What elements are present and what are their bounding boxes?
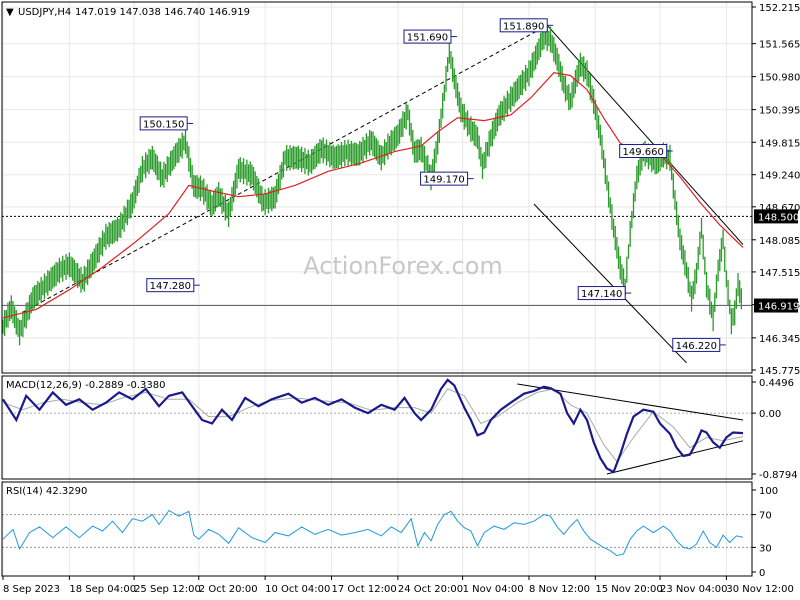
annotation-label: 151.690	[407, 33, 448, 44]
price-trendline	[533, 203, 687, 364]
y-tick-label: 0.4496	[759, 378, 794, 389]
macd-y-axis: 0.4496 0.00 -0.8794	[752, 378, 798, 481]
y-tick-label: 0	[759, 568, 765, 579]
annotation-label: 147.280	[150, 281, 191, 292]
price-annotation: 149.170	[420, 171, 474, 186]
annotation-label: 149.170	[423, 175, 464, 186]
price-annotation: 149.660	[619, 144, 673, 159]
y-tick-label: 149.815	[759, 138, 800, 149]
price-frame	[1, 1, 753, 374]
macd-title: MACD(12,26,9) -0.2889 -0.3380	[6, 380, 166, 391]
x-tick-label: 24 Oct 20:00	[398, 584, 463, 595]
price-series	[2, 23, 744, 346]
x-tick-label: 15 Nov 20:00	[595, 584, 662, 595]
x-tick-label: 30 Nov 12:00	[726, 584, 793, 595]
x-tick-label: 18 Sep 04:00	[69, 584, 136, 595]
price-trendline	[22, 24, 548, 313]
y-tick-label: 151.565	[759, 40, 800, 51]
price-annotations: 150.150 147.280 151.690 149.170 151.890 147.1…	[139, 18, 726, 352]
x-tick-label: 1 Nov 04:00	[463, 584, 524, 595]
annotation-box	[499, 18, 548, 33]
x-tick-label: 8 Sep 2023	[3, 584, 60, 595]
y-tick-label: 149.240	[759, 171, 800, 182]
y-tick-label: 100	[759, 486, 778, 497]
y-tick-label: 70	[759, 511, 772, 522]
y-tick-label: 148.670	[759, 203, 800, 214]
price-annotation: 151.890	[499, 18, 554, 33]
rsi-y-axis: 100 70 30 0	[752, 486, 778, 579]
macd-panel: MACD(12,26,9) -0.2889 -0.3380 0.4496 0.00…	[1, 375, 798, 481]
price-annotation: 147.280	[146, 278, 200, 293]
current-price-tag	[754, 298, 798, 313]
y-tick-label: 150.395	[759, 106, 800, 117]
macd-frame	[1, 375, 753, 480]
ohlc-label: 147.019 147.038 146.740 146.919	[75, 7, 250, 18]
watermark: ActionForex.com	[303, 252, 503, 280]
price-panel: ActionForex.com 150.150 147.280 151.690 149…	[1, 1, 800, 576]
y-tick-label: 30	[759, 543, 772, 554]
y-tick-label: 146.345	[759, 334, 800, 345]
chart-header: ▼ USDJPY,H4 147.019 147.038 146.740 146.…	[6, 7, 250, 18]
x-tick-label: 17 Oct 12:00	[332, 584, 397, 595]
y-tick-label: 147.515	[759, 268, 800, 279]
rsi-panel: RSI(14) 42.3290 100 70 30 0	[1, 481, 778, 579]
x-tick-label: 8 Nov 12:00	[529, 584, 590, 595]
y-tick-label: 150.980	[759, 73, 800, 84]
current-price-tag-label: 146.919	[758, 302, 799, 313]
y-tick-label: 148.085	[759, 236, 800, 247]
annotation-label: 146.220	[676, 341, 717, 352]
x-tick-label: 2 Oct 20:00	[199, 584, 258, 595]
rsi-series	[2, 509, 744, 557]
price-annotation: 151.690	[403, 29, 457, 44]
x-tick-label: 25 Sep 12:00	[134, 584, 201, 595]
level-tag-label: 148.500	[758, 212, 799, 223]
rsi-line	[2, 509, 744, 557]
symbol-label: USDJPY,H4	[18, 7, 71, 18]
level-tag	[754, 209, 798, 224]
annotation-label: 150.150	[143, 119, 184, 130]
rsi-frame	[1, 481, 753, 577]
annotation-label: 151.890	[503, 21, 544, 32]
y-tick-label: -0.8794	[759, 470, 798, 481]
rsi-title: RSI(14) 42.3290	[6, 486, 87, 497]
y-tick-label: 0.00	[759, 409, 781, 420]
y-tick-label: 152.215	[759, 3, 800, 14]
macd-series	[2, 378, 744, 474]
y-tick-label: 145.775	[759, 366, 800, 377]
price-annotation: 150.150	[139, 116, 194, 131]
annotation-label: 147.140	[581, 289, 622, 300]
price-y-axis: 152.215 151.565 150.980 150.395 149.815 149.2…	[752, 3, 800, 377]
price-annotation: 146.220	[672, 337, 726, 352]
macd-line	[2, 378, 744, 474]
x-tick-label: 23 Nov 04:00	[660, 584, 727, 595]
macd-signal-line	[2, 388, 744, 463]
price-annotation: 147.140	[577, 286, 632, 301]
annotation-label: 149.660	[622, 147, 663, 158]
svg-text:▼: ▼	[6, 7, 14, 18]
x-tick-label: 10 Oct 04:00	[265, 584, 330, 595]
